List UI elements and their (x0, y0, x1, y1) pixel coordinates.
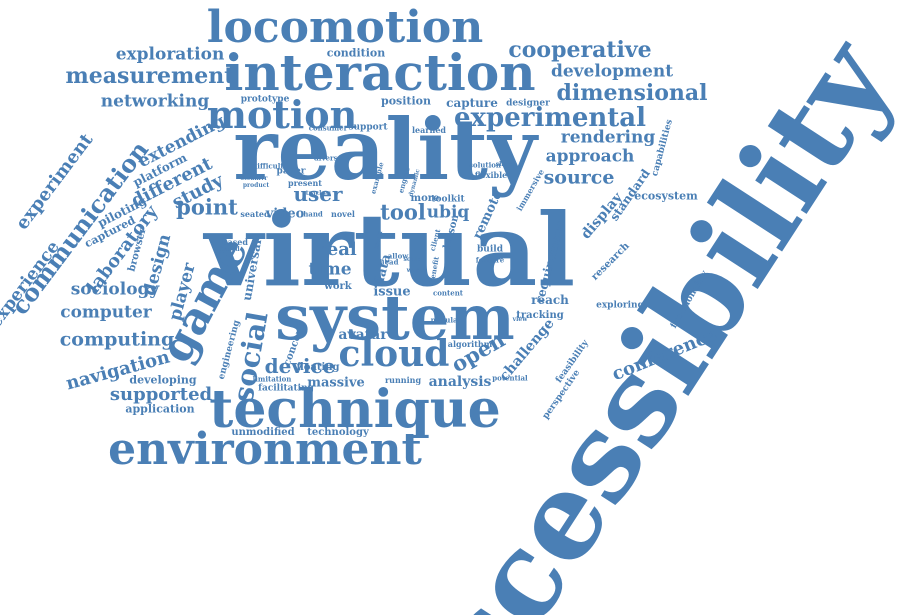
word-present: present (287, 178, 323, 188)
word-novel: novel (331, 209, 355, 219)
word-research: research (589, 240, 632, 283)
word-share: share (495, 161, 515, 168)
word-ubiq: ubiq (426, 202, 470, 223)
word-difficult: difficult (252, 161, 284, 171)
word-designer: designer (506, 98, 550, 109)
word-seated: seated (240, 209, 270, 219)
word-cloud: cloud (338, 333, 450, 375)
word-massive: massive (307, 375, 365, 391)
word-system: system (275, 281, 515, 354)
word-avatar: avatar (338, 327, 388, 343)
word-exploration: exploration (115, 44, 225, 65)
word-potential: potential (492, 373, 528, 383)
word-feature: feature (475, 255, 505, 265)
word-virtual: virtual (204, 191, 576, 309)
word-technique: technique (209, 379, 501, 440)
word-ecosystem: ecosystem (634, 189, 698, 203)
word-device: device (264, 354, 336, 378)
word-world: world (406, 267, 426, 274)
word-measurement: measurement (65, 63, 235, 89)
word-application: application (125, 402, 195, 416)
word-tracking: tracking (516, 310, 564, 321)
word-flexible: flexible (474, 170, 508, 180)
word-consumer: consumer (308, 123, 348, 133)
word-technology: technology (307, 427, 369, 438)
word-running: running (384, 375, 422, 385)
word-facilitating: facilitating (258, 383, 314, 394)
word-tracker: tracker (305, 190, 331, 197)
word-point: point (176, 194, 238, 220)
word-algorithm: algorithm (447, 339, 493, 349)
word-head: head (379, 257, 399, 267)
word-exploring: exploring (596, 300, 644, 311)
word-locomotion: locomotion (206, 2, 484, 53)
word-condition: condition (326, 46, 386, 60)
word-floating: floating (296, 362, 340, 373)
word-cooperative: cooperative (508, 37, 652, 63)
word-paper: paper (276, 166, 306, 177)
word-limitation: limitation (252, 374, 292, 384)
word-approach: approach (545, 146, 635, 167)
word-development: development (550, 61, 674, 82)
word-supported: supported (109, 384, 213, 405)
word-build: build (477, 244, 503, 255)
word-toolkit: toolkit (431, 194, 465, 205)
word-analysis: analysis (428, 374, 492, 390)
word-computer: computer (60, 302, 152, 323)
word-source: source (543, 166, 615, 189)
word-product: product (242, 182, 270, 189)
word-reach: reach (531, 293, 569, 307)
word-hand: hand (303, 209, 323, 219)
word-tool: tool (380, 199, 426, 225)
word-dimensional: dimensional (556, 80, 708, 106)
word-solution: solution (468, 160, 502, 170)
word-experimental: experimental (453, 103, 647, 133)
word-sociology: sociology (70, 279, 160, 300)
word-developing: developing (129, 373, 197, 387)
word-support: support (348, 122, 388, 133)
word-diverse: diverse (313, 153, 343, 163)
word-learned: learned (411, 125, 447, 135)
word-interaction: interaction (224, 43, 536, 102)
word-video: video (265, 206, 305, 222)
word-computing: computing (59, 328, 175, 351)
word-based: based (220, 246, 240, 253)
word-networking: networking (100, 91, 210, 112)
word-scale: scale (403, 256, 421, 263)
word-allow: allow (387, 251, 409, 261)
word-prototype: prototype (240, 94, 290, 105)
word-capture: capture (446, 96, 498, 110)
word-motion: motion (206, 92, 358, 137)
word-more: more (410, 193, 440, 204)
word-real: real (317, 239, 357, 260)
word-work: work (324, 281, 352, 292)
word-unmodified: unmodified (231, 427, 295, 438)
word-view: view (512, 316, 528, 323)
word-time: time (308, 259, 352, 280)
word-reality: reality (233, 100, 537, 199)
word-steamvr: steamvr (240, 175, 268, 182)
word-rendering: rendering (560, 127, 656, 148)
word-position: position (381, 94, 431, 108)
word-popular: popular (430, 315, 462, 325)
word-user: user (293, 182, 343, 206)
word-issue: issue (373, 284, 411, 300)
word-environment: environment (108, 424, 422, 475)
word-design: design (139, 231, 176, 298)
word-content: content (432, 288, 464, 298)
word-based: based (222, 237, 248, 247)
